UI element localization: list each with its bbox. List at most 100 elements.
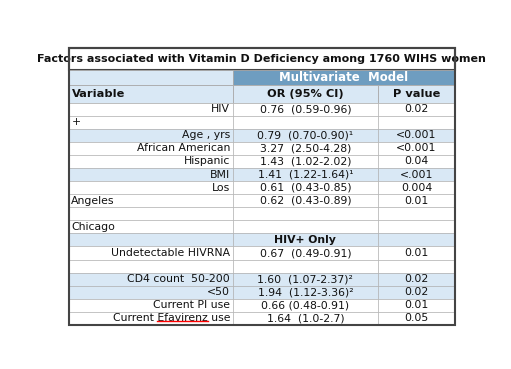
Text: 0.76  (0.59-0.96): 0.76 (0.59-0.96) [260,104,351,114]
Text: HIV: HIV [211,104,230,114]
Bar [233,299,378,312]
Bar [233,181,378,194]
Bar [68,299,233,312]
Bar [378,220,455,234]
Bar [68,234,233,246]
Text: Chicago: Chicago [72,222,115,232]
Text: 1.94  (1.12-3.36)²: 1.94 (1.12-3.36)² [258,287,353,297]
Text: 0.004: 0.004 [401,183,432,193]
Text: 1.60  (1.07-2.37)²: 1.60 (1.07-2.37)² [258,274,353,284]
Text: 0.01: 0.01 [404,248,429,258]
Bar [233,142,378,155]
Bar [68,286,233,299]
Bar [68,103,233,115]
Bar [68,115,233,129]
Text: Undetectable HIVRNA: Undetectable HIVRNA [111,248,230,258]
Text: 0.62  (0.43-0.89): 0.62 (0.43-0.89) [260,196,351,206]
Bar [68,194,233,207]
Text: 0.61  (0.43-0.85): 0.61 (0.43-0.85) [260,183,351,193]
Text: OR (95% CI): OR (95% CI) [267,89,344,99]
Text: 3.27  (2.50-4.28): 3.27 (2.50-4.28) [260,143,351,154]
Bar [378,155,455,168]
Bar [378,181,455,194]
Bar [233,155,378,168]
Bar [68,129,233,142]
Text: <50: <50 [207,287,230,297]
Bar [378,286,455,299]
Bar [233,234,378,246]
Bar [378,129,455,142]
Text: CD4 count  50-200: CD4 count 50-200 [127,274,230,284]
Bar [378,142,455,155]
Bar [233,168,378,181]
Bar [233,103,378,115]
Bar [68,48,455,70]
Bar [233,220,378,234]
Bar [378,207,455,220]
Bar [68,207,233,220]
Text: 0.67  (0.49-0.91): 0.67 (0.49-0.91) [260,248,351,258]
Text: 0.05: 0.05 [404,313,429,324]
Bar [233,259,378,273]
Bar [233,86,378,103]
Bar [378,168,455,181]
Bar [233,129,378,142]
Bar [233,115,378,129]
Text: <.001: <.001 [400,169,433,179]
Bar [68,220,233,234]
Text: P value: P value [393,89,440,99]
Bar [378,259,455,273]
Text: Variable: Variable [72,89,125,99]
Text: Angeles: Angeles [72,196,115,206]
Bar [68,155,233,168]
Text: Los: Los [212,183,230,193]
Text: Factors associated with Vitamin D Deficiency among 1760 WIHS women: Factors associated with Vitamin D Defici… [37,54,486,64]
Text: Current PI use: Current PI use [153,300,230,310]
Text: <0.001: <0.001 [397,130,437,140]
Bar [68,142,233,155]
Text: 1.41  (1.22-1.64)¹: 1.41 (1.22-1.64)¹ [258,169,353,179]
Bar [378,194,455,207]
Text: 0.02: 0.02 [404,104,429,114]
Bar [233,312,378,325]
Text: Age , yrs: Age , yrs [182,130,230,140]
Bar [68,181,233,194]
Bar [68,86,233,103]
Text: +: + [72,117,81,127]
Text: 0.02: 0.02 [404,287,429,297]
Text: Hispanic: Hispanic [184,156,230,166]
Bar [68,273,233,286]
Bar [233,273,378,286]
Bar [68,246,233,259]
Text: Multivariate  Model: Multivariate Model [280,71,409,84]
Bar [233,286,378,299]
Bar [378,103,455,115]
Text: 0.04: 0.04 [404,156,429,166]
Bar [378,312,455,325]
Bar [378,299,455,312]
Bar [378,86,455,103]
Text: 1.43  (1.02-2.02): 1.43 (1.02-2.02) [260,156,351,166]
Text: Current Efavirenz use: Current Efavirenz use [112,313,230,324]
Text: 0.79  (0.70-0.90)¹: 0.79 (0.70-0.90)¹ [258,130,354,140]
Text: 0.01: 0.01 [404,196,429,206]
Text: HIV+ Only: HIV+ Only [274,235,336,245]
Bar [233,207,378,220]
Bar [233,70,455,86]
Text: 1.64  (1.0-2.7): 1.64 (1.0-2.7) [267,313,344,324]
Bar [68,312,233,325]
Text: 0.01: 0.01 [404,300,429,310]
Bar [68,168,233,181]
Text: BMI: BMI [210,169,230,179]
Bar [233,194,378,207]
Bar [68,259,233,273]
Bar [378,234,455,246]
Bar [378,246,455,259]
Text: 0.02: 0.02 [404,274,429,284]
Bar [378,273,455,286]
Bar [68,70,233,86]
Text: 0.66 (0.48-0.91): 0.66 (0.48-0.91) [261,300,350,310]
Text: African American: African American [137,143,230,154]
Text: <0.001: <0.001 [397,143,437,154]
Bar [233,246,378,259]
